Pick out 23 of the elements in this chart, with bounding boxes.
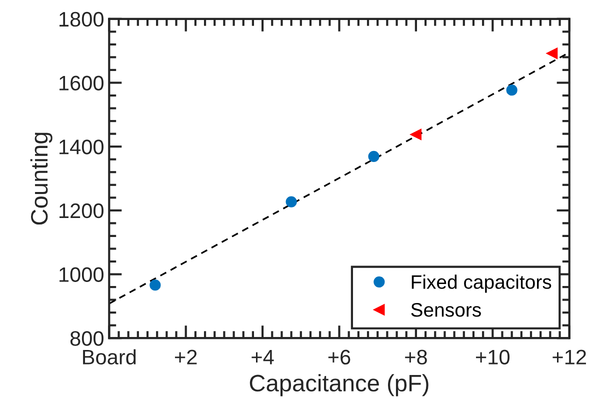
x-tick-label: +2 (174, 350, 197, 364)
legend-label: Sensors (411, 302, 481, 317)
y-tick-label: 1400 (60, 140, 104, 154)
x-tick-label: +4 (252, 350, 274, 364)
point (286, 196, 297, 208)
y-tick-label: 1800 (60, 12, 104, 27)
point (368, 150, 380, 162)
point (546, 48, 558, 59)
x-tick-label: Board (83, 349, 136, 365)
legend-label: Fixed capacitors (412, 274, 552, 293)
point (410, 128, 422, 140)
y-tick-label: 800 (70, 331, 104, 346)
x-tick-label: +8 (405, 350, 427, 365)
x-tick-label: +6 (328, 350, 350, 365)
x-tick-label: +10 (476, 350, 510, 365)
point (150, 280, 161, 291)
y-tick-label: 1600 (60, 76, 104, 90)
y-axis-title: Counting (30, 132, 52, 225)
y-tick-label: 1200 (60, 203, 104, 218)
x-axis-title: Capacitance (pF) (250, 374, 428, 396)
x-tick-label: +12 (552, 350, 586, 364)
point (506, 84, 518, 96)
y-tick-label: 1000 (60, 267, 104, 282)
